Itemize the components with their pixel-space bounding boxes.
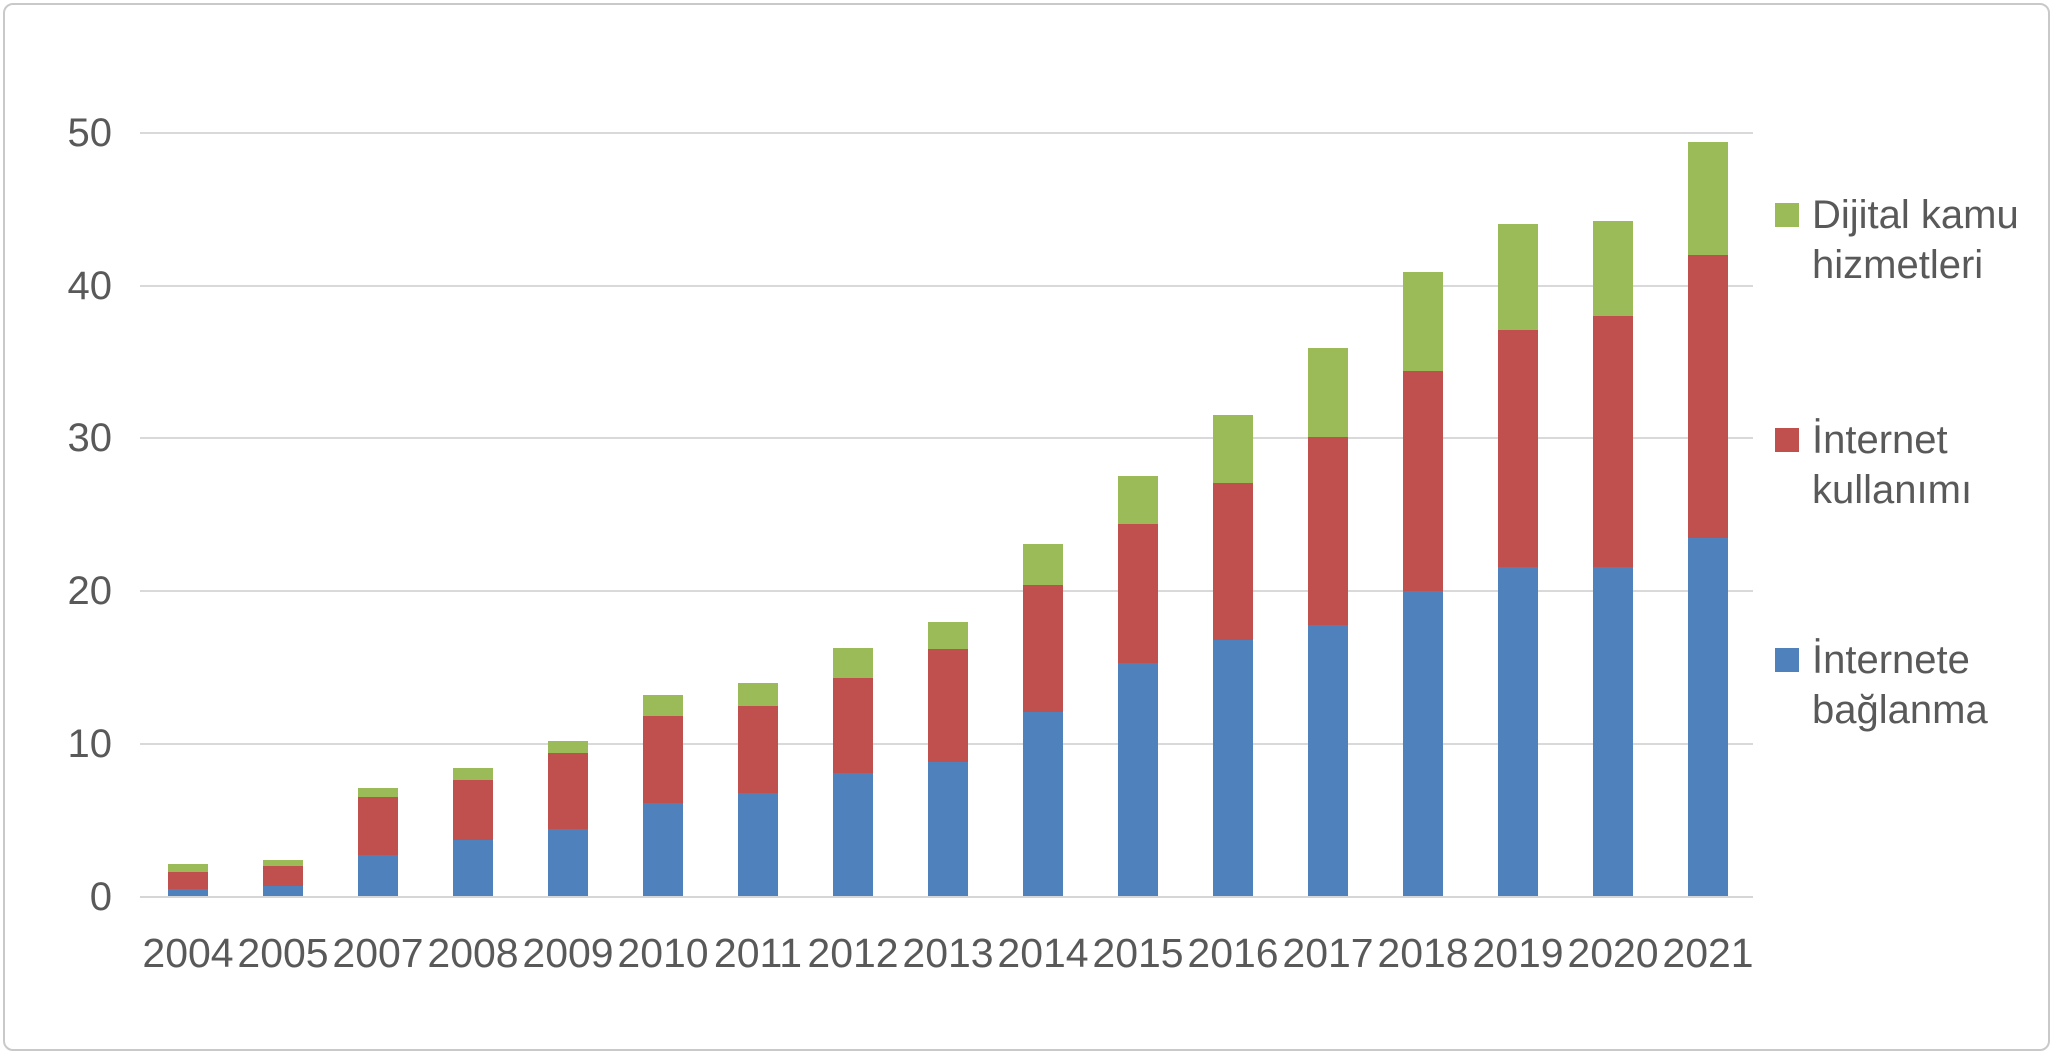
bar-segment bbox=[1688, 141, 1728, 255]
legend-item: İnternet kullanımı bbox=[1775, 415, 1972, 515]
bar-segment bbox=[643, 803, 683, 897]
x-tick-label: 2015 bbox=[1092, 930, 1184, 976]
bar-segment bbox=[1688, 537, 1728, 897]
x-tick-label: 2018 bbox=[1377, 930, 1469, 976]
bar-segment bbox=[453, 839, 493, 897]
y-tick-label: 50 bbox=[67, 110, 113, 155]
bar-segment bbox=[1403, 271, 1443, 372]
gridline bbox=[140, 437, 1753, 440]
x-tick-label: 2004 bbox=[142, 930, 234, 976]
bar-segment bbox=[1688, 254, 1728, 538]
x-axis-line bbox=[140, 895, 1753, 898]
bar-segment bbox=[643, 716, 683, 804]
bar-segment bbox=[738, 705, 778, 793]
bar-segment bbox=[738, 682, 778, 706]
bar-segment bbox=[548, 740, 588, 753]
bar-segment bbox=[1308, 624, 1348, 897]
bar-segment bbox=[358, 797, 398, 856]
bar-segment bbox=[168, 864, 208, 873]
bar-segment bbox=[928, 621, 968, 650]
bar-segment bbox=[1403, 591, 1443, 897]
x-tick-label: 2014 bbox=[997, 930, 1089, 976]
bar-segment bbox=[263, 859, 303, 866]
bar-segment bbox=[263, 865, 303, 886]
legend-swatch bbox=[1775, 203, 1799, 227]
legend-swatch bbox=[1775, 648, 1799, 672]
legend-label: İnternete bağlanma bbox=[1812, 638, 1988, 732]
gridline bbox=[140, 590, 1753, 593]
y-tick-label: 10 bbox=[67, 721, 113, 766]
y-tick-label: 40 bbox=[67, 263, 113, 308]
bar-segment bbox=[1593, 316, 1633, 567]
bar-segment bbox=[548, 829, 588, 897]
bar-segment bbox=[1593, 221, 1633, 317]
bar-segment bbox=[453, 768, 493, 781]
legend-label: Dijital kamu hizmetleri bbox=[1812, 193, 2019, 287]
bar-segment bbox=[833, 772, 873, 897]
x-tick-label: 2017 bbox=[1282, 930, 1374, 976]
bar-segment bbox=[1498, 329, 1538, 567]
chart-legend: Dijital kamu hizmetleri İnternet kullanım… bbox=[1775, 0, 2045, 1054]
bar-segment bbox=[1213, 639, 1253, 897]
legend-label: İnternet kullanımı bbox=[1812, 418, 1973, 512]
y-tick-label: 0 bbox=[89, 874, 112, 919]
bar-segment bbox=[643, 694, 683, 717]
bar-segment bbox=[1118, 476, 1158, 524]
x-tick-label: 2020 bbox=[1567, 930, 1659, 976]
bar-segment bbox=[1213, 482, 1253, 640]
bar-segment bbox=[168, 872, 208, 889]
legend-item: İnternete bağlanma bbox=[1775, 635, 1988, 735]
bar-segment bbox=[928, 649, 968, 763]
x-tick-label: 2021 bbox=[1662, 930, 1754, 976]
bar-segment bbox=[1023, 584, 1063, 712]
y-tick-label: 20 bbox=[67, 569, 113, 614]
x-tick-label: 2012 bbox=[807, 930, 899, 976]
bar-segment bbox=[833, 678, 873, 773]
bar-segment bbox=[358, 788, 398, 798]
bar-segment bbox=[1498, 224, 1538, 330]
x-tick-label: 2005 bbox=[237, 930, 329, 976]
legend-item: Dijital kamu hizmetleri bbox=[1775, 190, 2019, 290]
bar-segment bbox=[1213, 415, 1253, 483]
bar-segment bbox=[168, 888, 208, 897]
bar-segment bbox=[1308, 436, 1348, 625]
x-tick-label: 2007 bbox=[332, 930, 424, 976]
x-tick-label: 2010 bbox=[617, 930, 709, 976]
bar-segment bbox=[1118, 662, 1158, 897]
bar-segment bbox=[1403, 371, 1443, 591]
legend-swatch bbox=[1775, 428, 1799, 452]
gridline bbox=[140, 131, 1753, 134]
y-tick-label: 30 bbox=[67, 416, 113, 461]
bar-segment bbox=[1593, 566, 1633, 897]
x-tick-label: 2011 bbox=[713, 930, 803, 976]
bar-segment bbox=[453, 780, 493, 840]
bar-segment bbox=[1023, 711, 1063, 897]
x-tick-label: 2008 bbox=[427, 930, 519, 976]
bar-segment bbox=[358, 855, 398, 897]
x-tick-label: 2009 bbox=[522, 930, 614, 976]
bar-segment bbox=[833, 647, 873, 679]
bar-segment bbox=[263, 885, 303, 897]
bar-segment bbox=[548, 752, 588, 830]
bar-segment bbox=[1308, 348, 1348, 437]
bar-segment bbox=[738, 792, 778, 897]
bar-segment bbox=[928, 762, 968, 897]
gridline bbox=[140, 284, 1753, 287]
x-tick-label: 2013 bbox=[902, 930, 994, 976]
bar-segment bbox=[1023, 543, 1063, 585]
bar-segment bbox=[1118, 523, 1158, 663]
bar-segment bbox=[1498, 566, 1538, 897]
x-tick-label: 2019 bbox=[1472, 930, 1564, 976]
x-tick-label: 2016 bbox=[1187, 930, 1279, 976]
